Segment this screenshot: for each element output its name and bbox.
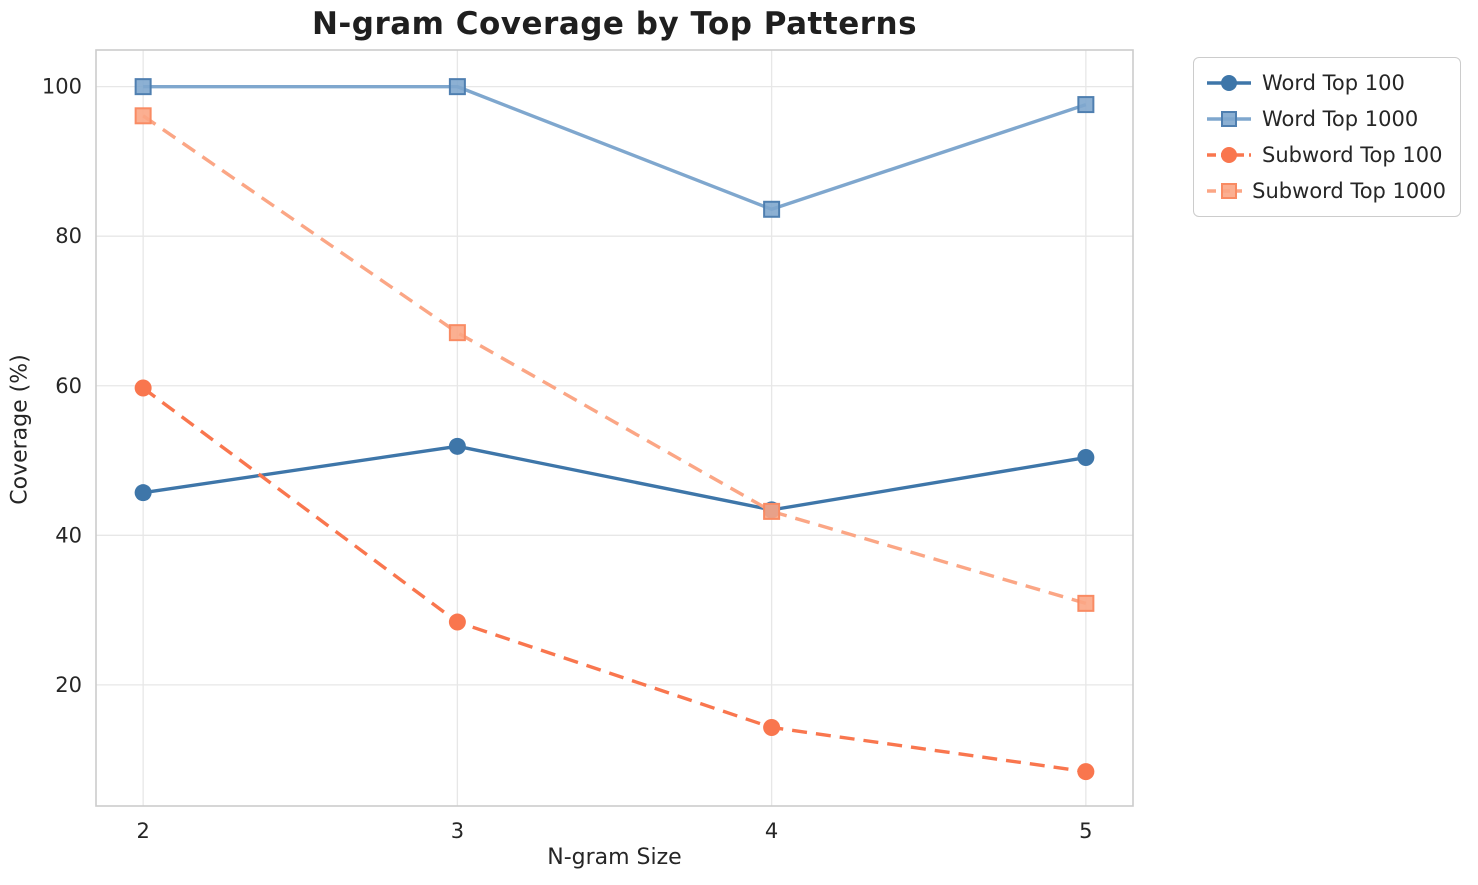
data-point-circle	[763, 718, 781, 736]
y-tick-label: 80	[55, 224, 82, 248]
data-point-circle	[134, 484, 152, 502]
legend-item: Word Top 1000	[1206, 104, 1446, 134]
plot-border	[95, 49, 1134, 807]
y-tick-label: 20	[55, 673, 82, 697]
data-point-circle	[448, 437, 466, 455]
legend-label: Subword Top 100	[1262, 143, 1443, 167]
series-line-subword-top-1000	[142, 114, 1087, 605]
legend-item: Word Top 100	[1206, 68, 1446, 98]
legend-swatch-square-icon	[1207, 183, 1243, 199]
series-line-subword-top-100	[142, 386, 1087, 774]
legend-swatch-square-icon	[1207, 111, 1251, 127]
legend-swatch-circle-icon	[1207, 75, 1251, 91]
y-tick-label: 40	[55, 523, 82, 547]
data-point-circle	[1077, 449, 1095, 467]
legend-item: Subword Top 100	[1206, 140, 1446, 170]
legend-label: Word Top 100	[1262, 71, 1405, 95]
legend-swatch-circle-icon	[1207, 147, 1251, 163]
y-tick-label: 100	[42, 75, 82, 99]
legend-marker-icon	[1221, 75, 1237, 91]
x-tick-label: 5	[1079, 819, 1092, 843]
y-tick-label: 60	[55, 374, 82, 398]
data-point-circle	[134, 379, 152, 397]
data-point-circle	[448, 613, 466, 631]
x-axis-label: N-gram Size	[547, 845, 682, 870]
series-line-word-top-100	[142, 444, 1087, 512]
legend-label: Subword Top 1000	[1252, 179, 1446, 203]
y-axis-label: Coverage (%)	[7, 354, 33, 505]
legend-marker-icon	[1221, 183, 1237, 199]
data-point-square	[1077, 594, 1095, 612]
legend-item: Subword Top 1000	[1206, 176, 1446, 206]
x-tick-label: 4	[765, 819, 778, 843]
x-tick-label: 2	[136, 819, 149, 843]
data-point-square	[763, 200, 781, 218]
legend-marker-icon	[1221, 147, 1237, 163]
legend-marker-icon	[1221, 111, 1237, 127]
chart-title: N-gram Coverage by Top Patterns	[311, 6, 918, 42]
data-point-square	[448, 324, 466, 342]
x-tick-label: 3	[451, 819, 464, 843]
data-point-square	[1077, 96, 1095, 114]
series-line-word-top-1000	[143, 84, 1087, 211]
data-point-square	[448, 78, 466, 96]
data-point-square	[134, 107, 152, 125]
data-point-square	[763, 502, 781, 520]
legend-label: Word Top 1000	[1262, 107, 1419, 131]
data-point-square	[134, 78, 152, 96]
data-point-circle	[1077, 763, 1095, 781]
legend: Word Top 100 Word Top 1000 Subword Top 100…	[1193, 57, 1461, 217]
